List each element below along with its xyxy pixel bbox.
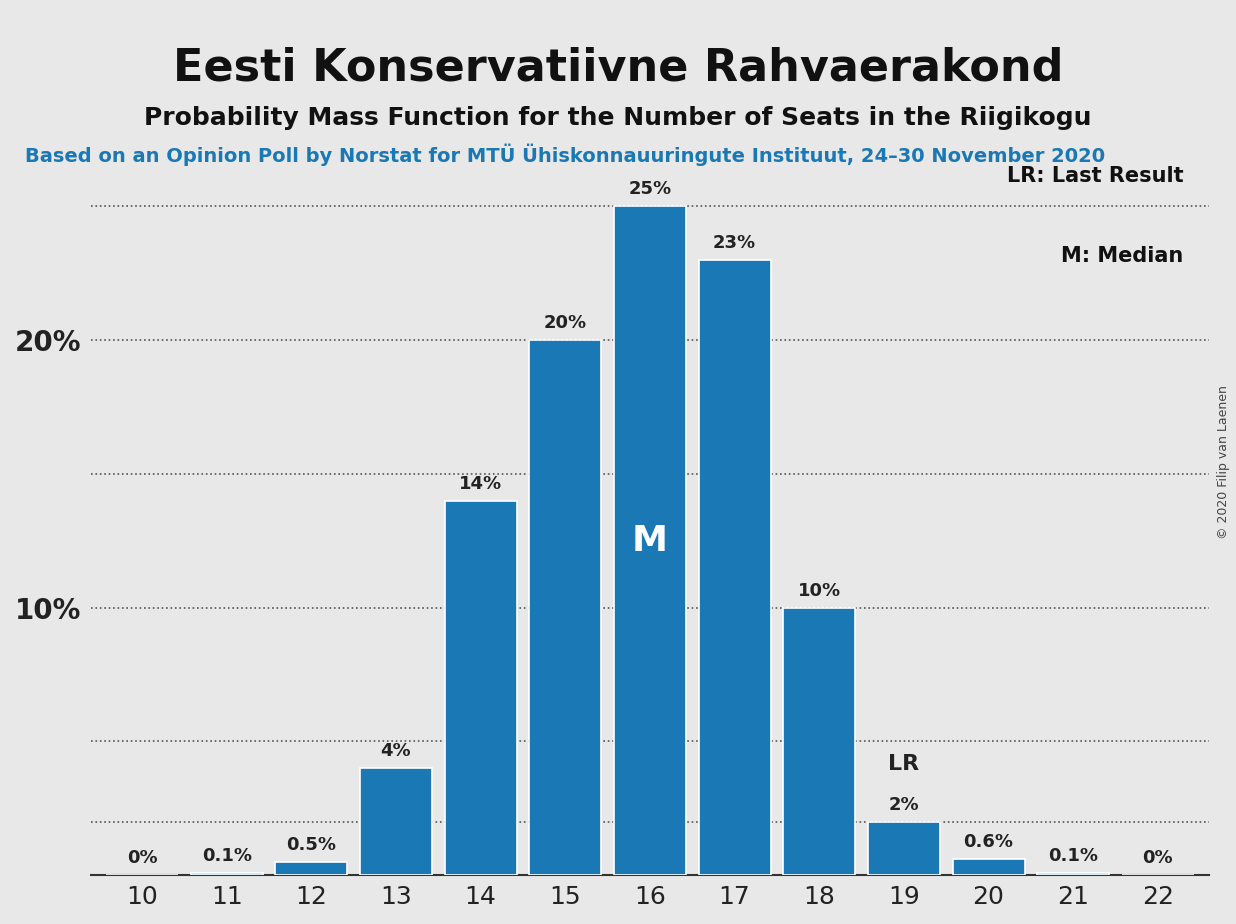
Text: 14%: 14% <box>459 475 502 492</box>
Bar <box>445 501 517 875</box>
Bar <box>529 340 601 875</box>
Bar <box>953 859 1025 875</box>
Text: M: M <box>632 524 667 558</box>
Text: Eesti Konservatiivne Rahvaerakond: Eesti Konservatiivne Rahvaerakond <box>173 46 1063 90</box>
Bar <box>698 260 770 875</box>
Text: 4%: 4% <box>381 742 412 760</box>
Text: 20%: 20% <box>544 314 587 332</box>
Text: 25%: 25% <box>628 180 671 198</box>
Bar <box>784 608 855 875</box>
Text: Based on an Opinion Poll by Norstat for MTÜ Ühiskonnauuringute Instituut, 24–30 : Based on an Opinion Poll by Norstat for … <box>25 143 1105 165</box>
Text: 10%: 10% <box>797 581 840 600</box>
Text: 0.5%: 0.5% <box>287 836 336 854</box>
Bar <box>868 821 939 875</box>
Text: 23%: 23% <box>713 234 756 251</box>
Text: LR: Last Result: LR: Last Result <box>1006 166 1183 186</box>
Text: M: Median: M: Median <box>1060 247 1183 266</box>
Text: 0.1%: 0.1% <box>1048 846 1099 865</box>
Text: 0%: 0% <box>1142 849 1173 868</box>
Text: 0.1%: 0.1% <box>201 846 252 865</box>
Text: Probability Mass Function for the Number of Seats in the Riigikogu: Probability Mass Function for the Number… <box>145 106 1091 130</box>
Text: LR: LR <box>889 754 920 773</box>
Text: 2%: 2% <box>889 796 920 814</box>
Text: 0.6%: 0.6% <box>964 833 1014 851</box>
Bar <box>614 206 686 875</box>
Bar <box>1037 872 1109 875</box>
Bar <box>360 768 431 875</box>
Bar <box>190 872 262 875</box>
Text: © 2020 Filip van Laenen: © 2020 Filip van Laenen <box>1216 385 1230 539</box>
Text: 0%: 0% <box>127 849 157 868</box>
Bar <box>276 862 347 875</box>
